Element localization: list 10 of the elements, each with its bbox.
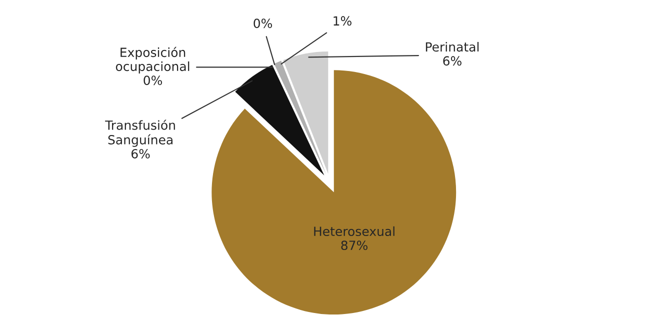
text: 0% xyxy=(254,18,272,28)
data-label: 6% xyxy=(132,149,150,158)
data-label: 1% xyxy=(334,16,352,26)
text: 0% xyxy=(144,76,162,86)
data-label: 87% xyxy=(341,240,368,250)
slice-label: Heterosexual xyxy=(314,226,394,236)
category-label: Exposición ocupacional xyxy=(116,46,190,74)
data-label: 6% xyxy=(443,56,462,66)
slice-label: Perinatal xyxy=(426,42,479,52)
slice-label: Transfusión Sanguínea xyxy=(105,120,175,147)
